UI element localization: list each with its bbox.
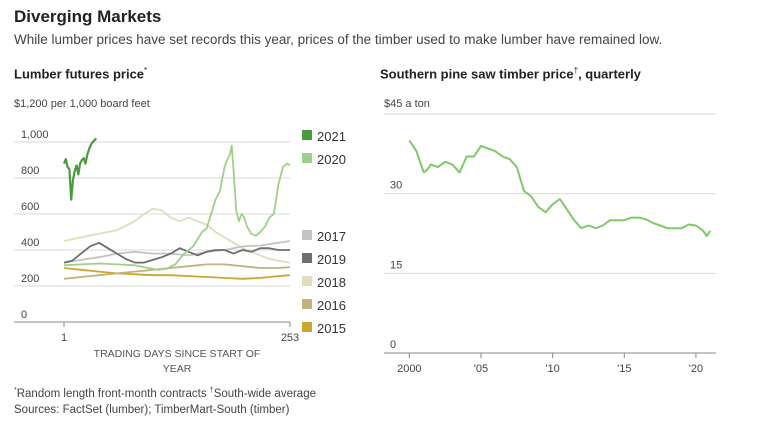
footnote-1-text: Random length front-month contracts [16,387,207,400]
legend-label-2021: 2021 [317,129,346,144]
lumber-futures-chart: 0 200 400 600 800 1,000 1 253 TRADING DAYS SINCE… [14,129,346,375]
legend-label-2016: 2016 [317,298,346,313]
legend-label-2020: 2020 [317,152,346,167]
series-line-2016 [63,263,291,280]
ytick-label-0: 0 [21,309,27,321]
timber-xtick-label-2010: '10 [545,363,559,375]
legend-swatch-2020 [302,153,312,163]
legend-label-2015: 2015 [317,321,346,336]
series-line-2020 [63,144,291,271]
footnote-definitions: *Random length front-month contracts †So… [14,387,316,400]
series-line-2019 [63,241,290,264]
timber-panel-title-text: Southern pine saw timber price [380,66,574,82]
timber-ytick-label-15: 15 [390,259,402,271]
legend-label-2018: 2018 [317,275,346,290]
legend-label-2017: 2017 [317,229,346,244]
ytick-label-600: 600 [21,201,39,213]
legend-swatch-2016 [302,299,312,309]
footnote-2-text: South-wide average [213,387,316,400]
series-line-2017 [63,240,291,264]
ytick-label-1000: 1,000 [21,129,49,141]
series-line-2021 [62,137,98,201]
xtick-label-1: 1 [61,332,67,344]
lumber-panel-title: Lumber futures price* [14,66,147,81]
legend-swatch-2015 [302,322,312,332]
x-axis-label-line-2: YEAR [163,363,192,375]
timber-title-footnote-mark: † [573,66,579,75]
series-line-2015 [63,267,291,280]
timber-panel-title: Southern pine saw timber price†, quarter… [380,66,641,81]
ytick-label-200: 200 [21,273,39,285]
chart-subtitle: While lumber prices have set records thi… [14,32,663,47]
sources-line: Sources: FactSet (lumber); TimberMart-So… [14,404,290,416]
timber-ytick-label-30: 30 [390,180,402,192]
legend-swatch-2018 [302,276,312,286]
timber-xtick-label-2005: '05 [474,363,488,375]
chart-title: Diverging Markets [14,7,162,26]
legend-swatch-2017 [302,230,312,240]
timber-panel-title-tail: , quarterly [578,66,641,82]
footnote-1-mark: * [14,387,17,394]
legend-label-2019: 2019 [317,252,346,267]
legend-swatch-2021 [302,130,312,140]
timber-xtick-label-2020: '20 [689,363,703,375]
timber-ytick-label-0: 0 [390,339,396,351]
legend-swatch-2019 [302,253,312,263]
x-axis-label-line-1: TRADING DAYS SINCE START OF [94,348,261,360]
footnote-2-mark: † [209,387,214,394]
timber-unit-label: $45 a ton [384,98,430,110]
timber-xtick-label-2015: '15 [617,363,631,375]
timber-xtick-label-2000: 2000 [397,363,421,375]
timber-series-line-southern-pine-saw-timber [408,140,712,238]
series-line-2018 [63,207,291,264]
xtick-label-253: 253 [281,332,299,344]
lumber-panel-title-text: Lumber futures price [14,66,145,82]
timber-price-chart: 0 15 30 2000 '05 '10 '15 '20 [384,113,716,375]
lumber-unit-label: $1,200 per 1,000 board feet [14,98,150,110]
ytick-label-800: 800 [21,165,39,177]
ytick-label-400: 400 [21,237,39,249]
lumber-title-footnote-mark: * [144,66,148,75]
